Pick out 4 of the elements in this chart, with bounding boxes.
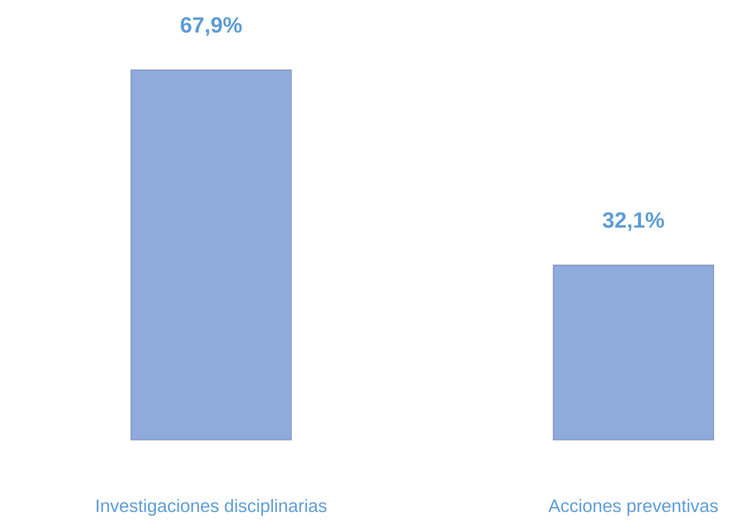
data-label: 32,1% (602, 212, 664, 232)
data-label: 67,9% (180, 17, 242, 36)
x-tick-label: Investigaciones disciplinarias (96, 498, 326, 516)
x-tick-label: Acciones preventivas (548, 498, 718, 516)
